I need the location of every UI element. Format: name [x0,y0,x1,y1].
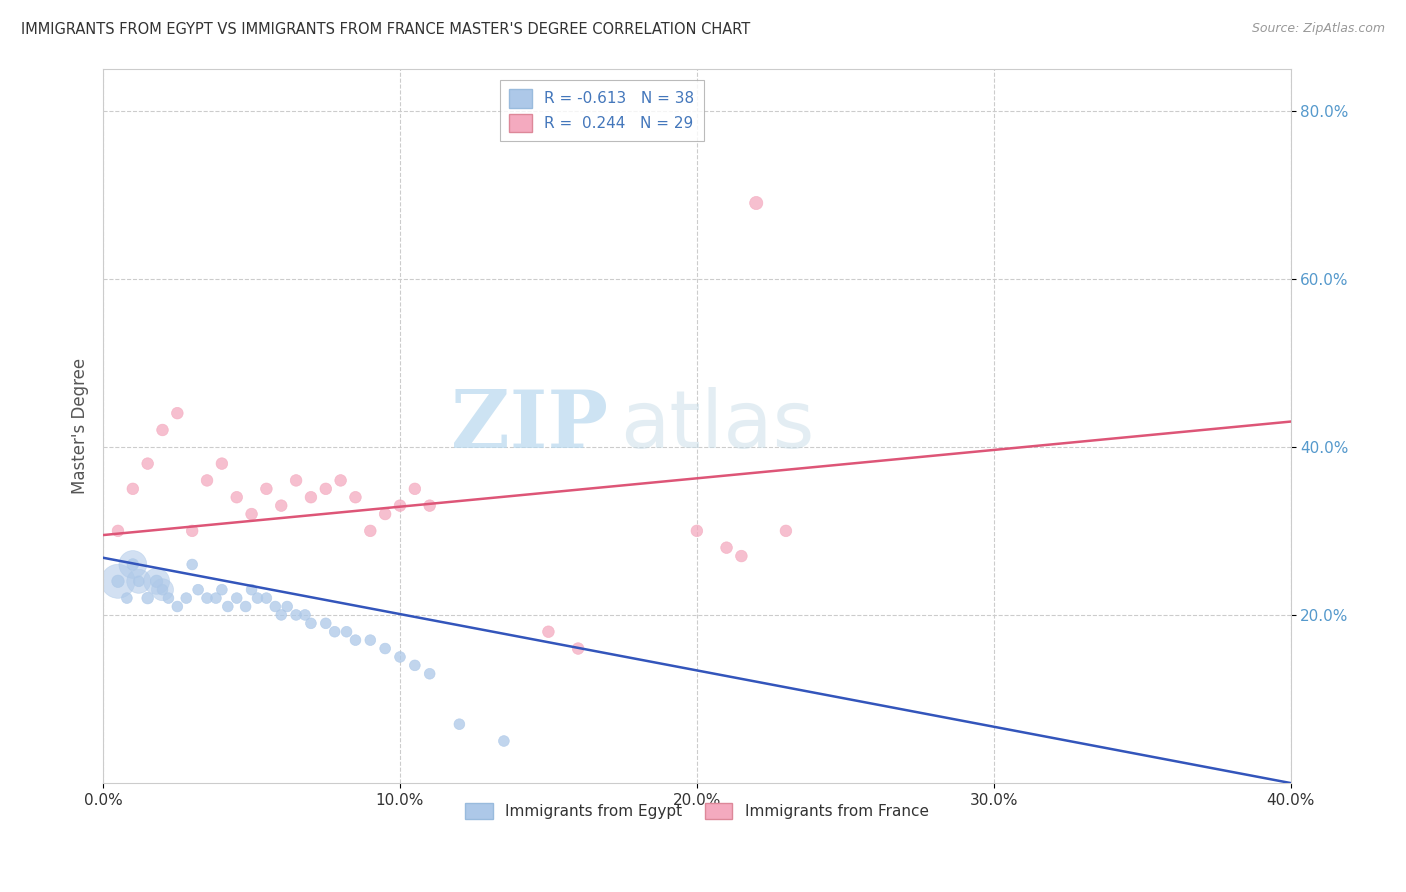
Point [187,582,209,597]
Point [404,658,426,673]
Point [537,624,560,639]
Point [217,599,239,614]
Text: IMMIGRANTS FROM EGYPT VS IMMIGRANTS FROM FRANCE MASTER'S DEGREE CORRELATION CHAR: IMMIGRANTS FROM EGYPT VS IMMIGRANTS FROM… [21,22,751,37]
Point [174,591,197,606]
Point [254,482,277,496]
Point [195,591,218,606]
Point [246,591,269,606]
Point [419,666,441,681]
Point [240,507,263,521]
Point [152,582,174,597]
Point [115,591,138,606]
Point [166,406,188,420]
Point [285,474,308,488]
Point [359,524,381,538]
Point [335,624,357,639]
Point [315,482,337,496]
Point [136,457,159,471]
Point [181,558,204,572]
Point [404,482,426,496]
Point [686,524,709,538]
Point [270,499,292,513]
Point [121,558,143,572]
Point [449,717,471,731]
Point [152,582,174,597]
Point [344,633,367,648]
Legend: Immigrants from Egypt, Immigrants from France: Immigrants from Egypt, Immigrants from F… [458,797,935,825]
Point [107,574,129,589]
Point [211,582,233,597]
Point [294,607,316,622]
Point [166,599,188,614]
Point [205,591,228,606]
Point [270,607,292,622]
Point [225,490,247,504]
Point [211,457,233,471]
Point [344,490,367,504]
Point [145,574,167,589]
Point [195,474,218,488]
Point [299,490,322,504]
Point [745,196,768,211]
Point [264,599,287,614]
Point [254,591,277,606]
Point [276,599,298,614]
Point [107,574,129,589]
Point [299,616,322,631]
Point [388,649,411,664]
Point [107,524,129,538]
Point [359,633,381,648]
Point [225,591,247,606]
Point [121,558,143,572]
Point [240,582,263,597]
Point [285,607,308,622]
Point [388,499,411,513]
Text: atlas: atlas [620,387,814,465]
Point [374,641,396,656]
Point [121,482,143,496]
Point [315,616,337,631]
Point [374,507,396,521]
Point [128,574,150,589]
Point [567,641,589,656]
Point [235,599,257,614]
Text: ZIP: ZIP [451,387,607,465]
Point [730,549,752,563]
Point [136,591,159,606]
Point [329,474,352,488]
Point [145,574,167,589]
Point [323,624,346,639]
Point [152,423,174,437]
Point [128,574,150,589]
Point [716,541,738,555]
Point [157,591,180,606]
Point [419,499,441,513]
Point [492,734,515,748]
Y-axis label: Master's Degree: Master's Degree [72,358,89,494]
Point [775,524,797,538]
Point [181,524,204,538]
Text: Source: ZipAtlas.com: Source: ZipAtlas.com [1251,22,1385,36]
